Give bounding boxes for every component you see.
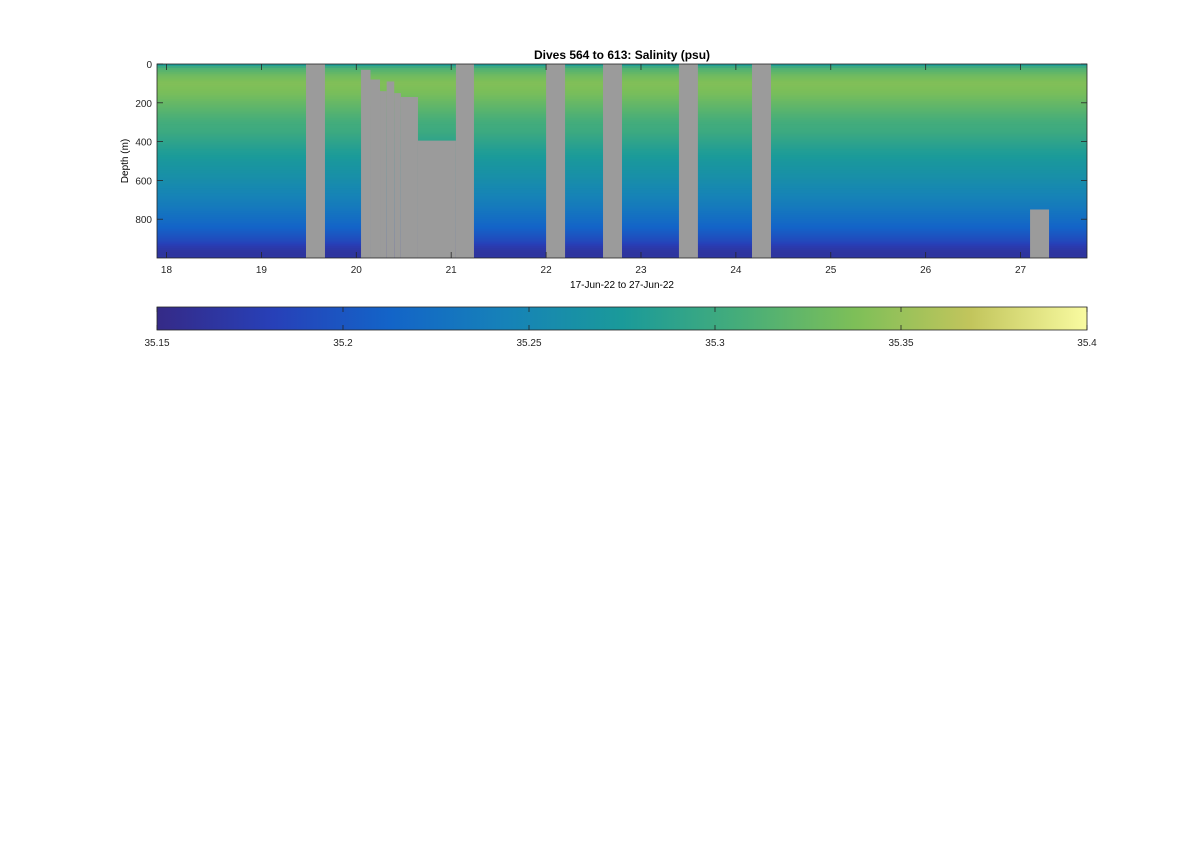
x-tick-label: 27 [1015,265,1027,276]
x-tick-label: 22 [541,265,553,276]
colorbar [156,306,1088,331]
y-tick-label: 400 [135,138,152,149]
colorbar-tick-label: 35.15 [144,338,169,349]
y-tick-label: 600 [135,176,152,187]
y-axis-ticks: 0 200 400 600 800 [135,60,1087,226]
x-tick-label: 24 [730,265,742,276]
x-axis-ticks: 18 19 20 21 22 23 24 25 26 27 [161,64,1027,276]
x-axis-label: 17-Jun-22 to 27-Jun-22 [570,280,674,291]
missing-data-region [305,64,325,258]
heatmap-area [157,64,1087,258]
x-tick-label: 21 [446,265,458,276]
missing-data-region [386,81,395,258]
plot-frame [156,63,1088,259]
colorbar-tick-label: 35.4 [1077,338,1097,349]
x-tick-label: 26 [920,265,932,276]
missing-data-region [370,79,381,258]
missing-data-region [380,91,387,258]
missing-data-regions [305,64,1050,258]
colorbar-tick-label: 35.2 [333,338,353,349]
chart-title: Dives 564 to 613: Salinity (psu) [534,48,710,62]
missing-data-region [752,64,771,258]
missing-data-region [455,64,474,258]
y-axis-label: Depth (m) [120,139,131,183]
x-tick-label: 20 [351,265,363,276]
y-tick-label: 800 [135,215,152,226]
missing-data-region [546,64,566,258]
x-tick-label: 19 [256,265,268,276]
missing-data-region [400,96,418,258]
y-tick-label: 0 [146,60,152,71]
x-tick-label: 25 [825,265,837,276]
missing-data-region [603,64,622,258]
colorbar-ticks: 35.15 35.2 35.25 35.3 35.35 35.4 [144,307,1097,349]
missing-data-region [678,64,698,258]
x-tick-label: 23 [635,265,647,276]
colorbar-tick-label: 35.3 [705,338,725,349]
missing-data-region [361,69,371,258]
y-tick-label: 200 [135,99,152,110]
colorbar-tick-label: 35.35 [888,338,913,349]
missing-data-region [394,93,401,258]
missing-data-region [417,140,456,258]
x-tick-label: 18 [161,265,173,276]
colorbar-tick-label: 35.25 [516,338,541,349]
missing-data-region [1030,209,1050,258]
